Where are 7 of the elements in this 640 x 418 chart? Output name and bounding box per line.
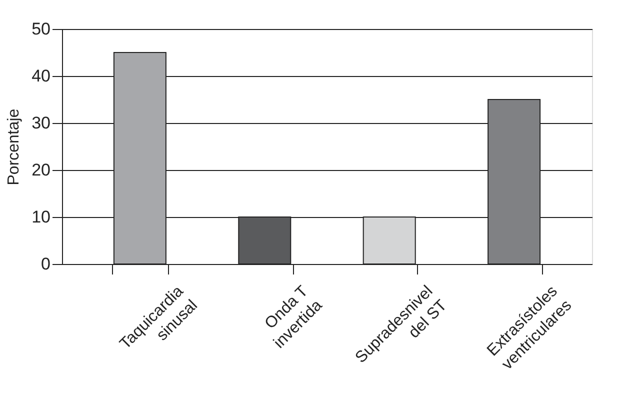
y-tick-label: 10: [32, 208, 50, 226]
y-tick-label: 40: [32, 66, 50, 86]
y-tick-label: 50: [32, 20, 50, 38]
y-axis-title: Porcentaje: [6, 108, 23, 186]
y-tick-label: 20: [32, 160, 50, 180]
y-tick-label: 30: [32, 114, 50, 132]
y-tick-label: 0: [41, 254, 50, 274]
